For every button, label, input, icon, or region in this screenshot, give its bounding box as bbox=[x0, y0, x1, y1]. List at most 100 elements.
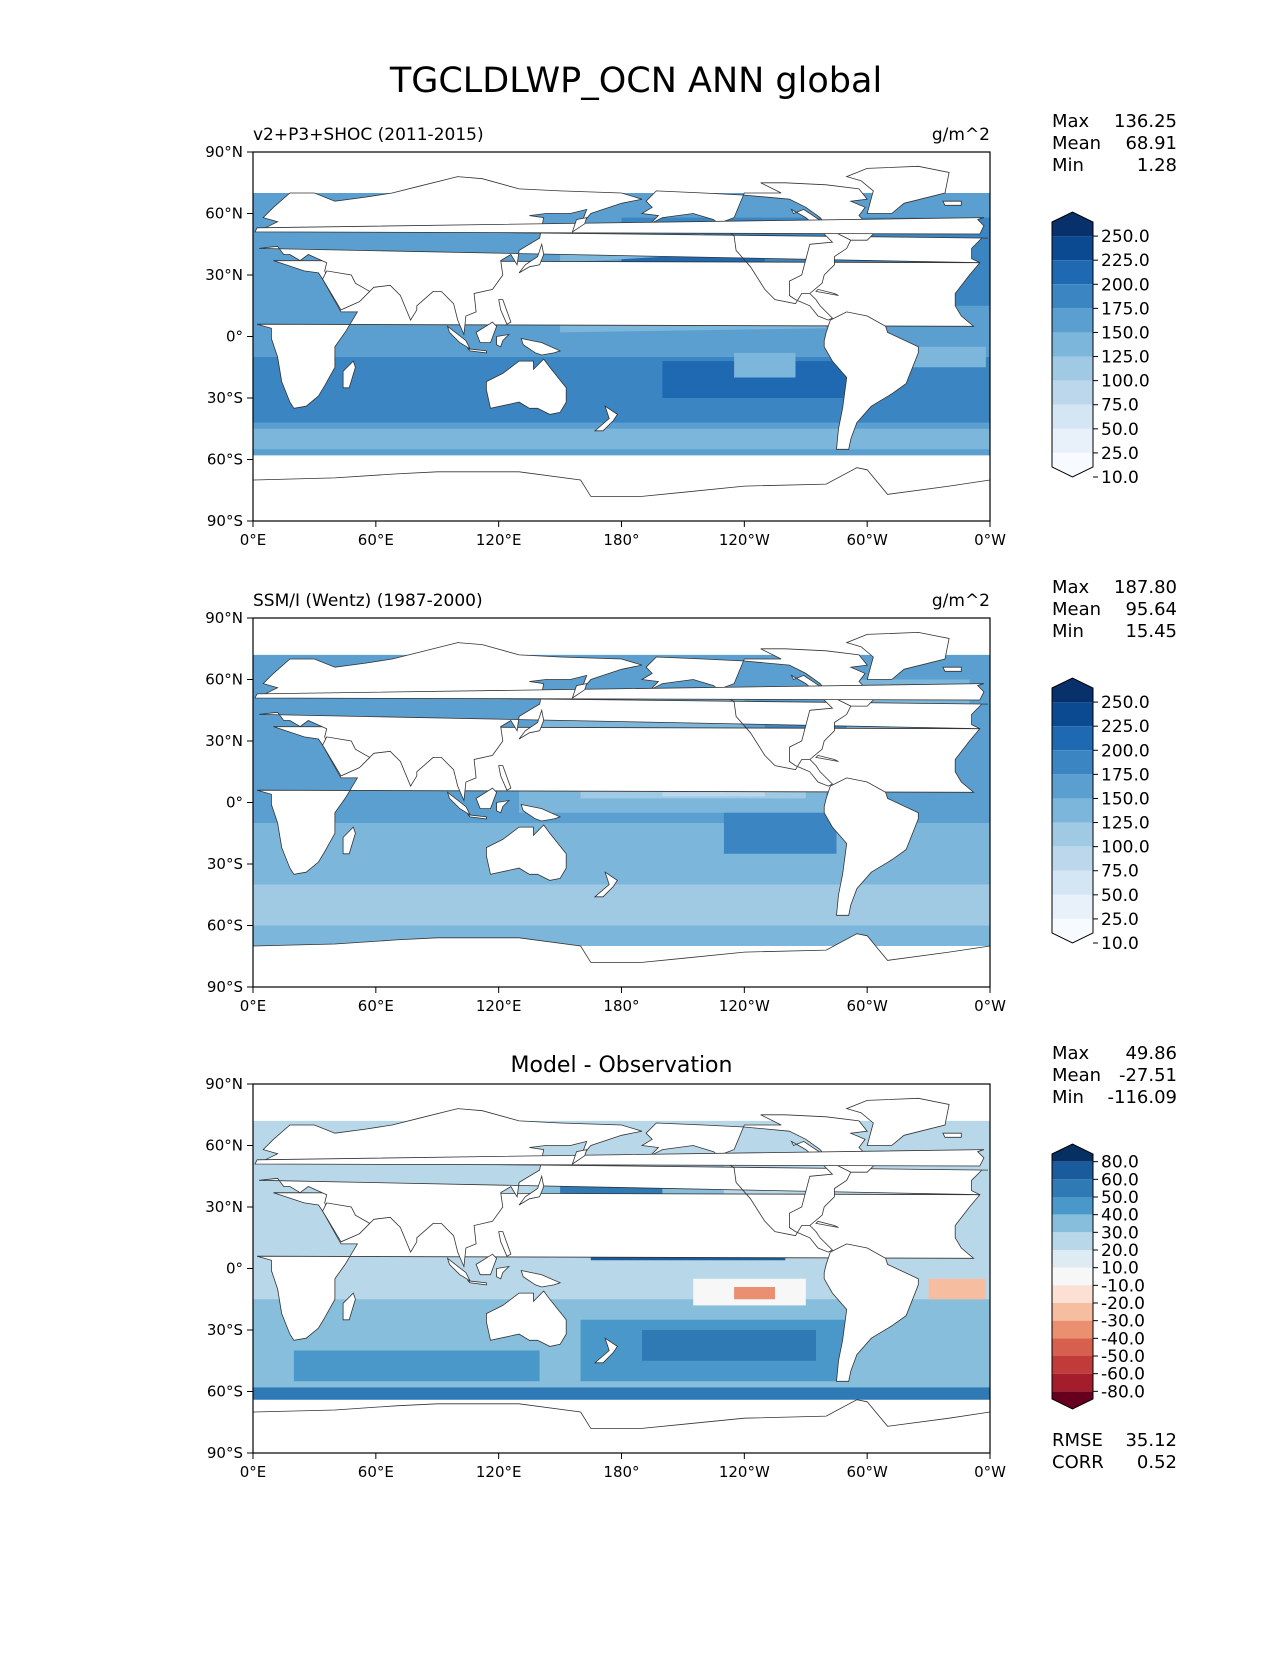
stat-label: Min bbox=[1052, 621, 1084, 642]
map-plot-area bbox=[253, 1084, 990, 1453]
coastline-south_america bbox=[823, 311, 919, 450]
coastline-greatbritain bbox=[254, 217, 985, 235]
panel-units: g/m^2 bbox=[932, 591, 990, 611]
colorbar-tick-label: 100.0 bbox=[1101, 838, 1150, 858]
coastline-borneo bbox=[475, 787, 498, 809]
figure-title: TGCLDLWP_OCN ANN global bbox=[389, 61, 882, 101]
panel-title: Model - Observation bbox=[511, 1053, 733, 1078]
colorbar-segment bbox=[1052, 236, 1093, 261]
coastline-greatbritain bbox=[254, 683, 985, 701]
x-tick-label: 180° bbox=[603, 1463, 639, 1481]
coastline-japan bbox=[518, 1174, 545, 1206]
colorbar-tick-label: -40.0 bbox=[1101, 1329, 1145, 1349]
colorbar-segment bbox=[1052, 1303, 1093, 1321]
stat-label: Max bbox=[1052, 111, 1090, 132]
colorbar: 250.0 225.0 200.0 175.0 150.0 125.0 100.0 75.0 5… bbox=[1051, 677, 1150, 954]
y-tick-label: 60°N bbox=[205, 1137, 243, 1155]
coastline-cuba bbox=[815, 288, 839, 296]
coastline-greenland bbox=[845, 165, 950, 214]
colorbar-segment bbox=[1052, 428, 1093, 453]
colorbar-segment bbox=[1052, 260, 1093, 285]
coastline-iceland bbox=[942, 200, 962, 206]
colorbar-segment bbox=[1052, 284, 1093, 309]
colorbar-tick-label: 50.0 bbox=[1101, 420, 1139, 440]
coastline-newzealand bbox=[593, 405, 618, 432]
extra-stat-value: 35.12 bbox=[1125, 1430, 1177, 1451]
colorbar-tick-label: 10.0 bbox=[1101, 934, 1139, 954]
colorbar-segment bbox=[1052, 212, 1093, 237]
coastline-sulawesi bbox=[496, 799, 511, 814]
map-plot-area bbox=[253, 152, 990, 521]
coastline-cuba bbox=[815, 754, 839, 762]
coastline-japan bbox=[518, 242, 545, 274]
coastline-australia bbox=[485, 358, 567, 415]
colorbar-tick-label: 225.0 bbox=[1101, 251, 1150, 271]
coastline-java bbox=[466, 348, 487, 354]
stat-value: 49.86 bbox=[1125, 1043, 1177, 1064]
x-tick-label: 60°W bbox=[846, 1463, 888, 1481]
x-tick-label: 0°E bbox=[240, 1463, 267, 1481]
x-tick-label: 60°E bbox=[358, 1463, 394, 1481]
colorbar-tick-label: 10.0 bbox=[1101, 1259, 1139, 1279]
coastline-madagascar bbox=[342, 360, 356, 389]
coastline-newguinea bbox=[520, 1269, 562, 1288]
coastline-philippines bbox=[498, 1231, 512, 1257]
coastline-newguinea bbox=[520, 337, 562, 356]
field-contour-region bbox=[662, 361, 868, 398]
coastline-cuba bbox=[815, 1220, 839, 1228]
coastline-sumatra bbox=[446, 325, 471, 350]
coastline-newguinea bbox=[520, 803, 562, 822]
y-tick-label: 90°N bbox=[205, 143, 243, 161]
y-tick-label: 60°N bbox=[205, 671, 243, 689]
colorbar-segment bbox=[1052, 1179, 1093, 1197]
x-tick-label: 0°E bbox=[240, 531, 267, 549]
colorbar-tick-label: 80.0 bbox=[1101, 1153, 1139, 1173]
colorbar-tick-label: -20.0 bbox=[1101, 1294, 1145, 1314]
colorbar-tick-label: 40.0 bbox=[1101, 1206, 1139, 1226]
y-tick-label: 60°N bbox=[205, 205, 243, 223]
colorbar-segment bbox=[1052, 308, 1093, 333]
y-tick-label: 60°S bbox=[207, 1383, 243, 1401]
x-tick-label: 120°W bbox=[719, 1463, 770, 1481]
x-tick-label: 60°W bbox=[846, 997, 888, 1015]
colorbar-tick-label: 25.0 bbox=[1101, 910, 1139, 930]
stat-value: 187.80 bbox=[1114, 577, 1177, 598]
colorbar-tick-label: 30.0 bbox=[1101, 1223, 1139, 1243]
map-panel-2: 0°E 60°E 120°E 180° 120°W 60°W 0°W 90°N 60°N 30°N… bbox=[205, 577, 1177, 1015]
colorbar-segment bbox=[1052, 1197, 1093, 1215]
colorbar-segment bbox=[1052, 846, 1093, 871]
colorbar-tick-label: 10.0 bbox=[1101, 468, 1139, 488]
field-contour-region bbox=[642, 1330, 816, 1361]
stat-label: Min bbox=[1052, 1087, 1084, 1108]
x-tick-label: 60°E bbox=[358, 531, 394, 549]
field-contour-region bbox=[253, 428, 990, 450]
colorbar-segment bbox=[1052, 1320, 1093, 1339]
x-tick-label: 0°E bbox=[240, 997, 267, 1015]
colorbar-tick-label: 50.0 bbox=[1101, 886, 1139, 906]
panel-subtitle-left: SSM/I (Wentz) (1987-2000) bbox=[253, 591, 483, 611]
colorbar-segment bbox=[1052, 774, 1093, 799]
coastline-borneo bbox=[475, 1253, 498, 1276]
coastline-java bbox=[466, 814, 487, 820]
colorbar-segment bbox=[1052, 452, 1093, 477]
coastline-philippines bbox=[498, 765, 512, 791]
field-contour-region bbox=[293, 1350, 540, 1382]
colorbar-segment bbox=[1052, 702, 1093, 727]
y-tick-label: 60°S bbox=[207, 451, 243, 469]
colorbar-tick-label: 75.0 bbox=[1101, 396, 1139, 416]
coastline-borneo bbox=[475, 321, 498, 344]
stat-value: 95.64 bbox=[1125, 599, 1177, 620]
extra-stat-value: 0.52 bbox=[1137, 1452, 1177, 1473]
colorbar-segment bbox=[1052, 332, 1093, 357]
y-tick-label: 90°S bbox=[207, 978, 243, 996]
coastline-antarctica bbox=[253, 1399, 990, 1453]
field-contour-region bbox=[723, 812, 837, 854]
field-contour-region bbox=[734, 1287, 775, 1300]
colorbar-segment bbox=[1052, 1391, 1093, 1409]
colorbar-segment bbox=[1052, 726, 1093, 751]
coastline-greenland bbox=[845, 631, 950, 680]
colorbar-tick-label: 100.0 bbox=[1101, 372, 1150, 392]
colorbar-tick-label: 150.0 bbox=[1101, 789, 1150, 809]
